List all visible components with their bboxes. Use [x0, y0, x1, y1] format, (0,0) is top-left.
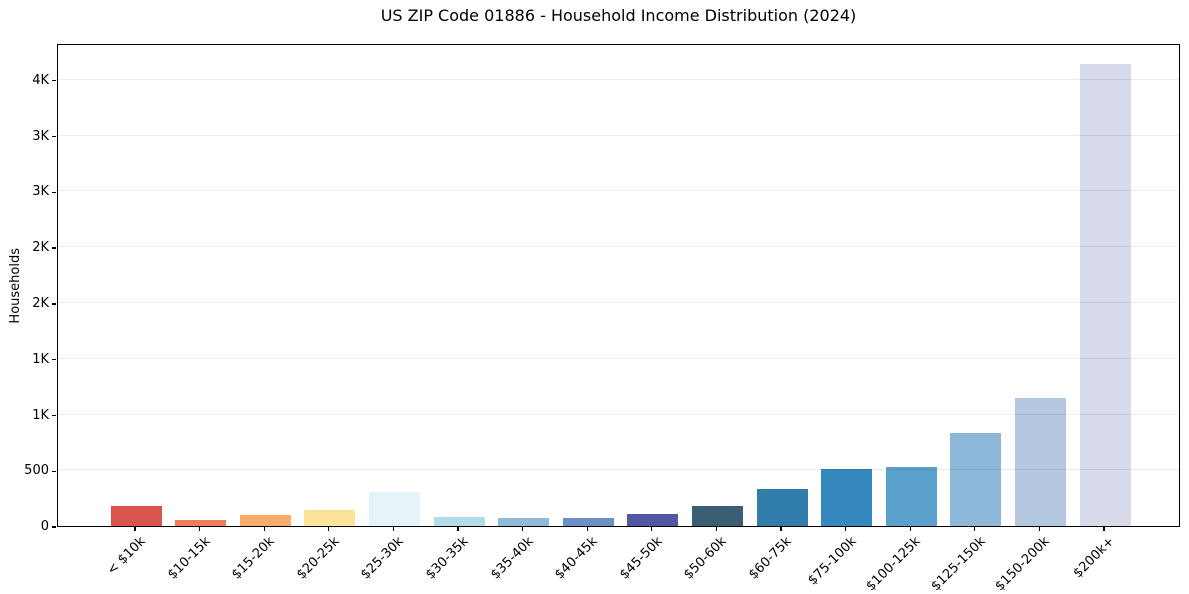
x-tick-label: $150-200k [992, 534, 1053, 594]
bar [821, 469, 873, 526]
y-tick-label: 500 [24, 463, 49, 479]
x-tick [263, 527, 265, 531]
x-tick-label: $75-100k [804, 534, 860, 589]
bar [756, 489, 808, 526]
bar [885, 467, 937, 526]
bar [239, 515, 291, 526]
gridline [58, 357, 1179, 359]
y-axis-title-wrap: Households [4, 44, 26, 527]
x-tick [1103, 527, 1105, 531]
x-tick [392, 527, 395, 531]
gridline [58, 190, 1179, 192]
chart-title: US ZIP Code 01886 - Household Income Dis… [380, 6, 857, 25]
gridline [58, 78, 1179, 80]
bars-layer [58, 45, 1179, 526]
x-tick [198, 527, 201, 531]
y-tick [52, 359, 56, 361]
x-tick-label: $35-40k [487, 534, 537, 583]
y-tick-label: 3K [32, 128, 49, 144]
y-tick [52, 247, 56, 249]
x-tick-label: $45-50k [616, 534, 666, 583]
gridline [58, 134, 1179, 136]
x-tick-label: $200k+ [1070, 534, 1118, 582]
bar [950, 432, 1002, 526]
x-tick [974, 527, 976, 531]
x-tick-label: $20-25k [293, 534, 343, 583]
gridline [58, 301, 1179, 303]
plot-area [57, 44, 1180, 527]
x-tick [909, 527, 911, 531]
x-tick [780, 527, 782, 531]
x-tick-label: $15-20k [229, 534, 278, 583]
y-tick-label: 2K [32, 240, 49, 256]
x-tick-label: $30-35k [423, 534, 472, 583]
y-tick-label: 3K [32, 184, 49, 200]
x-tick-label: $10-15k [164, 534, 214, 583]
bar [1014, 398, 1066, 526]
x-tick-label: $100-125k [863, 534, 924, 594]
gridlines-layer [58, 45, 1179, 526]
bar [498, 518, 550, 526]
y-tick [52, 191, 56, 194]
x-tick-label: $40-45k [552, 534, 601, 583]
y-tick [52, 303, 56, 305]
bar [627, 514, 679, 526]
bar [368, 492, 420, 526]
x-tick [134, 527, 136, 531]
bar [1079, 64, 1131, 526]
x-tick [586, 527, 588, 531]
y-tick [52, 80, 56, 82]
y-tick [52, 135, 56, 138]
x-tick [651, 527, 653, 531]
bar [433, 516, 485, 526]
y-tick [52, 414, 56, 417]
x-tick [521, 527, 524, 531]
bar [175, 520, 227, 526]
y-tick-label: 4K [32, 72, 49, 88]
y-tick-label: 2K [32, 295, 49, 311]
x-tick-label: $60-75k [746, 534, 795, 583]
x-tick [457, 527, 459, 531]
x-tick-label: < $10k [104, 534, 149, 579]
y-tick-label: 0 [40, 519, 49, 534]
bar [110, 506, 162, 526]
bar [304, 510, 356, 526]
gridline [58, 469, 1179, 471]
y-tick-label: 1K [32, 351, 49, 367]
x-tick-label: $125-150k [928, 534, 989, 594]
x-tick [328, 527, 330, 531]
y-axis-title: Households [7, 247, 23, 324]
y-tick [52, 470, 56, 472]
y-tick-label: 1K [32, 407, 49, 423]
x-tick-label: $50-60k [681, 534, 730, 583]
bar [562, 518, 614, 526]
x-tick-label: $25-30k [358, 534, 407, 583]
x-tick [844, 527, 847, 531]
gridline [58, 246, 1179, 248]
gridline [58, 413, 1179, 415]
y-tick [52, 526, 56, 528]
bar [691, 506, 743, 526]
x-tick [715, 527, 718, 531]
x-tick [1038, 527, 1041, 531]
